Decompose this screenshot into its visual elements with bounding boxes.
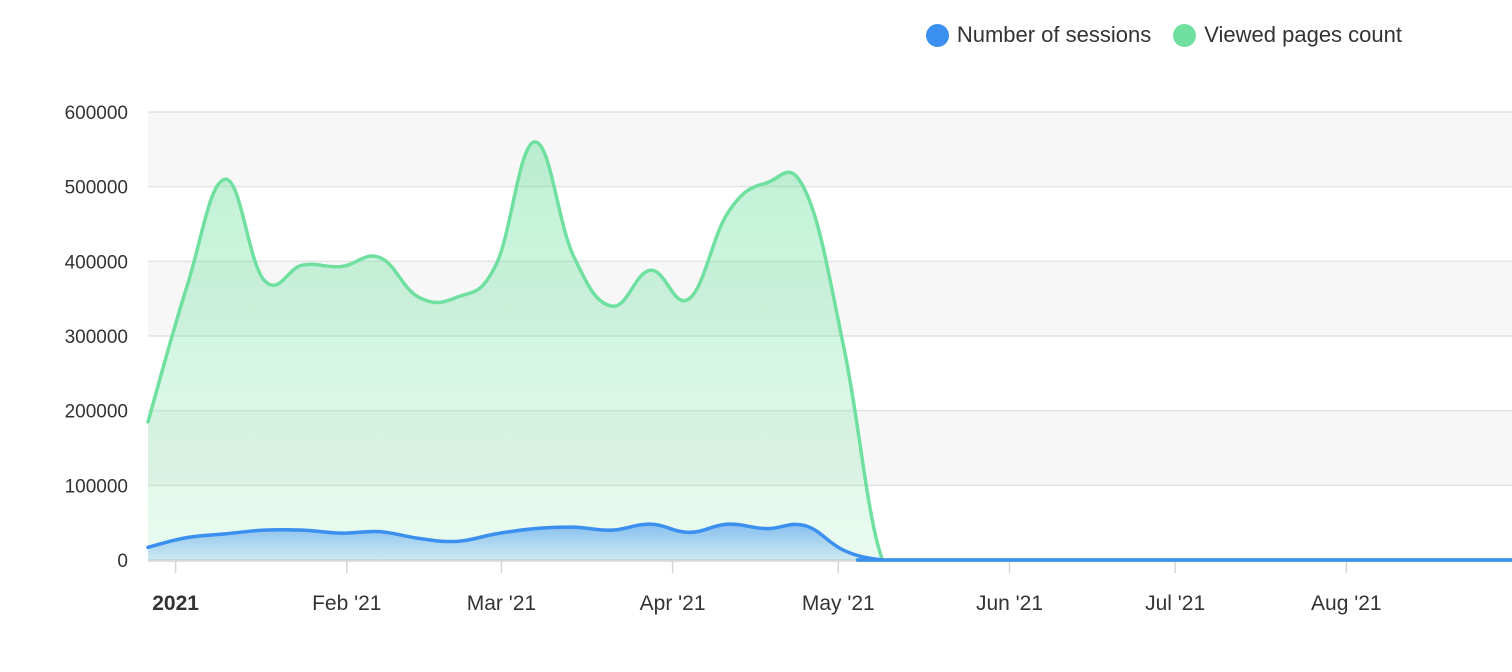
y-tick-label: 300000 [65, 327, 128, 348]
y-axis: 0 100000 200000 300000 400000 500000 600000 [65, 103, 128, 572]
legend-label-sessions: Number of sessions [956, 22, 1152, 47]
viewed-pages-legend-dot-icon [1173, 23, 1197, 47]
y-tick-label: 600000 [65, 103, 128, 124]
x-axis: 2021 Feb '21 Mar '21 Apr '21 May '21 Jun '21 J… [148, 560, 1512, 615]
grid-band [148, 112, 1512, 187]
sessions-legend-dot-icon [925, 23, 949, 47]
x-tick-label: Aug '21 [1311, 592, 1382, 615]
y-tick-label: 400000 [65, 252, 128, 273]
x-tick-label: May '21 [802, 592, 875, 615]
x-tick-label: 2021 [152, 592, 199, 615]
x-tick-label: Mar '21 [467, 592, 536, 615]
y-tick-label: 200000 [65, 402, 128, 423]
series-group [146, 140, 1512, 562]
y-tick-label: 500000 [65, 178, 128, 199]
y-tick-label: 100000 [65, 476, 128, 497]
x-tick-label: Apr '21 [640, 592, 706, 615]
x-tick-label: Feb '21 [312, 592, 381, 615]
chart-legend: Number of sessions Viewed pages count [925, 22, 1402, 48]
series-line-sessions[interactable] [146, 522, 1512, 562]
legend-label-viewed-pages: Viewed pages count [1204, 22, 1402, 47]
legend-item-sessions[interactable]: Number of sessions [925, 22, 1152, 48]
x-tick-label: Jul '21 [1145, 592, 1205, 615]
x-tick-label: Jun '21 [976, 592, 1043, 615]
series-area-viewed-pages [148, 141, 1512, 561]
legend-item-viewed-pages[interactable]: Viewed pages count [1173, 22, 1402, 48]
y-tick-label: 0 [117, 551, 128, 572]
